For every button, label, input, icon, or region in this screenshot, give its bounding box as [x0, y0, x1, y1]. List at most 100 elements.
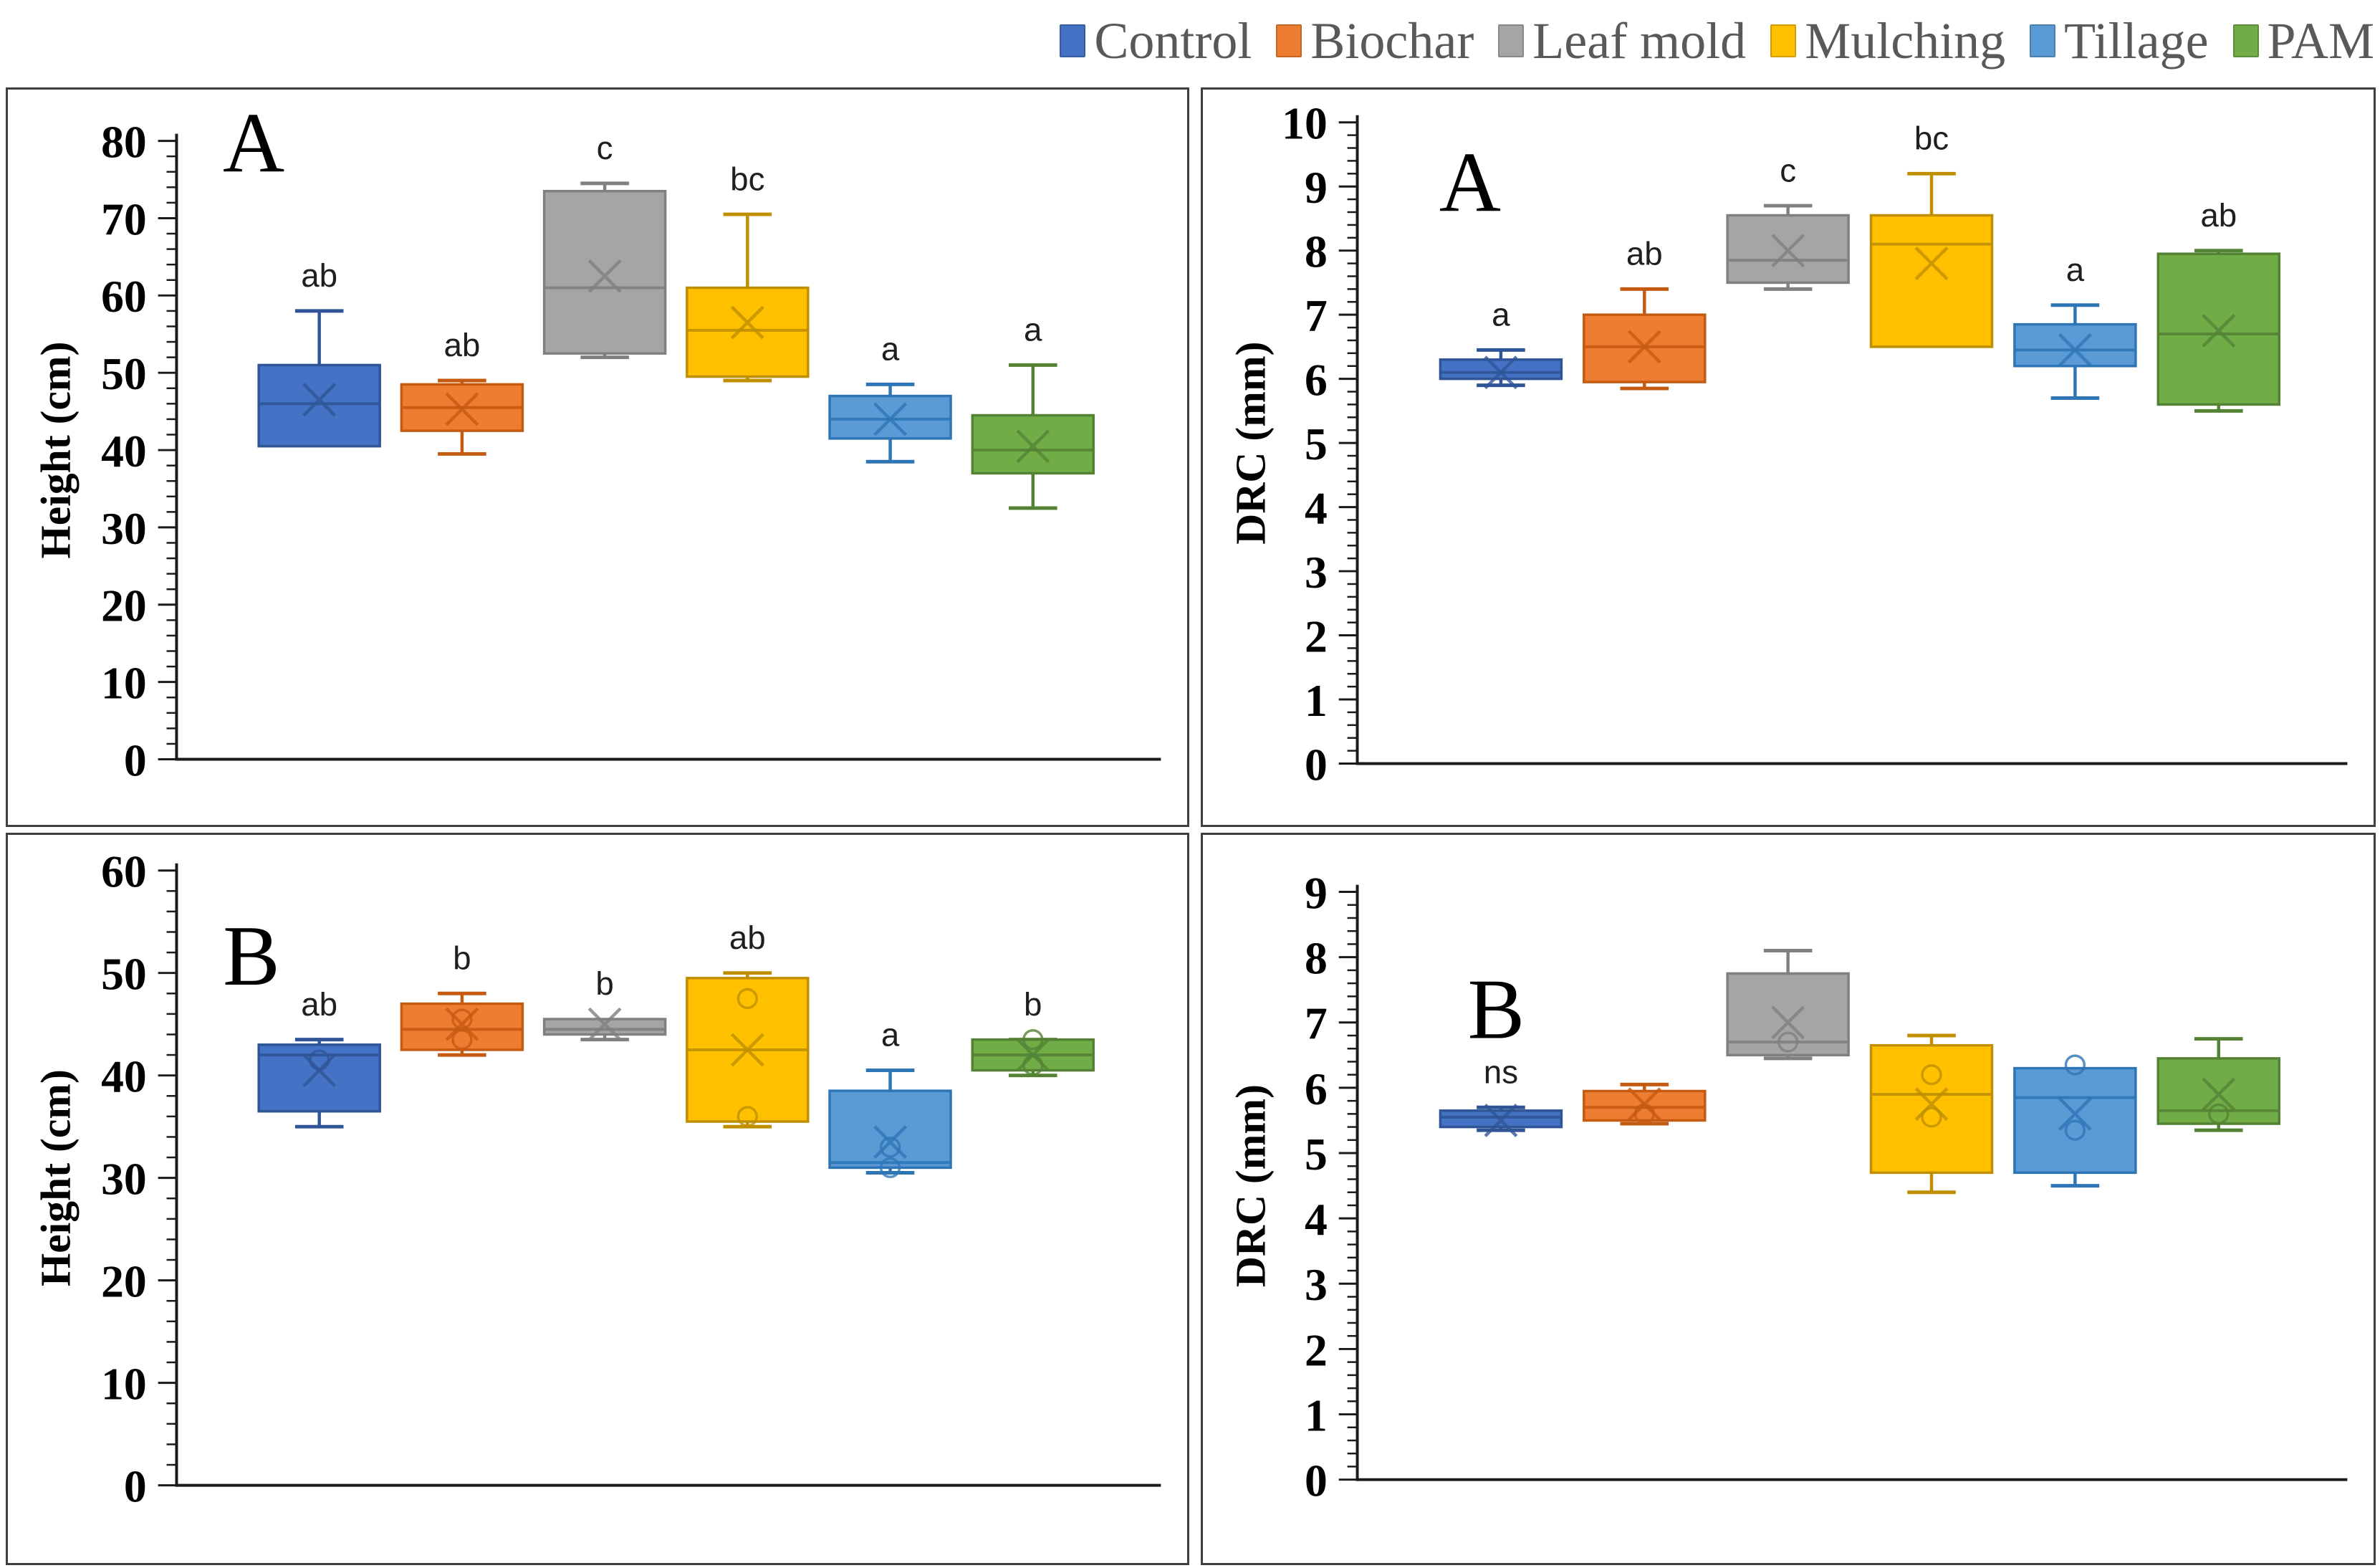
y-tick-label: 30 [101, 1154, 147, 1205]
outlier-point-icon [1022, 1054, 1044, 1076]
y-tick-label: 10 [1282, 98, 1328, 149]
y-tick-label: 70 [101, 193, 147, 244]
y-tick-label: 10 [101, 1359, 147, 1410]
outlier-point-icon [2208, 1103, 2230, 1125]
legend: Control Biochar Leaf mold Mulching Tillage PA… [1060, 1, 2374, 80]
iqr-box [1439, 358, 1563, 381]
sig-label: ab [1626, 236, 1663, 272]
y-tick-label: 30 [101, 503, 147, 554]
mean-x-marker-icon [445, 392, 479, 426]
box-pam: b [971, 986, 1095, 1078]
box-pam: a [971, 312, 1095, 510]
legend-item-tillage: Tillage [2030, 12, 2209, 70]
legend-swatch-icon [2232, 24, 2259, 57]
outlier-point-icon [736, 988, 758, 1010]
iqr-box [1869, 214, 1994, 348]
box-pam: ab [2156, 197, 2281, 413]
outlier-point-icon [1921, 1106, 1942, 1128]
y-tick-label: 20 [101, 580, 147, 631]
y-axis [175, 863, 1161, 1487]
mean-x-marker-icon [2058, 333, 2092, 367]
iqr-box [828, 1089, 952, 1170]
panel-letter: A [223, 96, 284, 191]
sig-label: ab [443, 327, 480, 363]
y-tick-label: 6 [1305, 1063, 1328, 1114]
mean-x-marker-icon [1016, 429, 1050, 464]
legend-label: Tillage [2064, 12, 2209, 70]
sig-label: ab [2200, 197, 2237, 234]
y-axis [1355, 884, 2348, 1481]
box-leaf-mold [1726, 949, 1850, 1061]
mean-x-marker-icon [1484, 1104, 1518, 1137]
mean-x-marker-icon [873, 402, 908, 436]
y-tick-label: 40 [101, 426, 147, 477]
iqr-box [542, 1018, 667, 1036]
box-leaf-mold: c [1726, 152, 1850, 291]
outlier-point-icon [879, 1137, 901, 1158]
outlier-point-icon [2064, 1054, 2086, 1076]
iqr-box [257, 363, 381, 448]
sig-label: b [595, 965, 613, 1002]
mean-x-marker-icon [1914, 247, 1949, 281]
mean-x-marker-icon [730, 305, 764, 340]
y-tick-label: 8 [1305, 226, 1328, 277]
box-tillage: a [2013, 252, 2137, 400]
box-control: ns [1439, 1053, 1563, 1137]
boxplot-drc-(mm)-b: 0 1 2 3 4 5 6 7 8 9 DRC (mm) Bns [1227, 867, 2348, 1506]
sig-label: a [881, 331, 900, 368]
y-axis-title: Height (cm) [32, 1069, 79, 1286]
legend-item-control: Control [1060, 15, 1252, 67]
box-control: ab [257, 257, 381, 448]
y-tick-label: 0 [1305, 1455, 1328, 1506]
outlier-point-icon [1633, 1103, 1655, 1125]
y-axis [1355, 115, 2348, 765]
y-tick-label: 0 [124, 1461, 147, 1512]
sig-label: b [453, 940, 471, 976]
sig-label: bc [1914, 120, 1949, 157]
sig-label: ab [729, 919, 766, 956]
y-tick-label: 0 [124, 735, 147, 785]
iqr-box [2156, 1057, 2280, 1125]
box-leaf-mold: c [542, 130, 667, 360]
legend-label: Leaf mold [1532, 12, 1747, 70]
y-tick-label: 60 [101, 271, 147, 322]
box-tillage: a [828, 331, 952, 464]
y-tick-label: 60 [101, 846, 147, 897]
y-tick-label: 5 [1305, 1129, 1328, 1180]
mean-x-marker-icon [2058, 1096, 2092, 1131]
y-tick-label: 6 [1305, 355, 1328, 406]
y-axis-title: DRC (mm) [1227, 342, 1274, 545]
legend-swatch-icon [1770, 24, 1797, 57]
y-tick-label: 2 [1305, 1324, 1328, 1375]
y-tick-label: 3 [1305, 547, 1328, 598]
panel-letter: B [223, 909, 280, 1003]
legend-label: Biochar [1310, 12, 1474, 70]
box-tillage [2013, 1054, 2137, 1188]
y-axis [175, 133, 1161, 761]
legend-label: Mulching [1805, 12, 2006, 70]
panel-letter: B [1468, 962, 1525, 1057]
y-axis-title: Height (cm) [32, 342, 79, 559]
mean-x-marker-icon [2202, 1077, 2236, 1112]
legend-item-pam: PAM [2232, 15, 2374, 67]
y-tick-label: 10 [101, 658, 147, 709]
mean-x-marker-icon [302, 383, 337, 417]
box-mulching [1869, 1033, 1994, 1195]
y-tick-label: 3 [1305, 1259, 1328, 1310]
panel-letter: A [1439, 135, 1501, 229]
y-tick-label: 4 [1305, 482, 1328, 533]
outlier-point-icon [451, 1028, 473, 1051]
box-biochar: ab [400, 327, 524, 456]
sig-label: b [1024, 986, 1042, 1023]
mean-x-marker-icon [1627, 330, 1661, 364]
sig-label: ab [301, 257, 337, 294]
box-mulching: ab [686, 919, 810, 1129]
legend-swatch-icon [1060, 24, 1086, 57]
sig-label: c [597, 130, 613, 166]
box-biochar: ab [1583, 236, 1707, 391]
box-control: ab [257, 986, 381, 1129]
sig-label: c [1780, 152, 1796, 188]
